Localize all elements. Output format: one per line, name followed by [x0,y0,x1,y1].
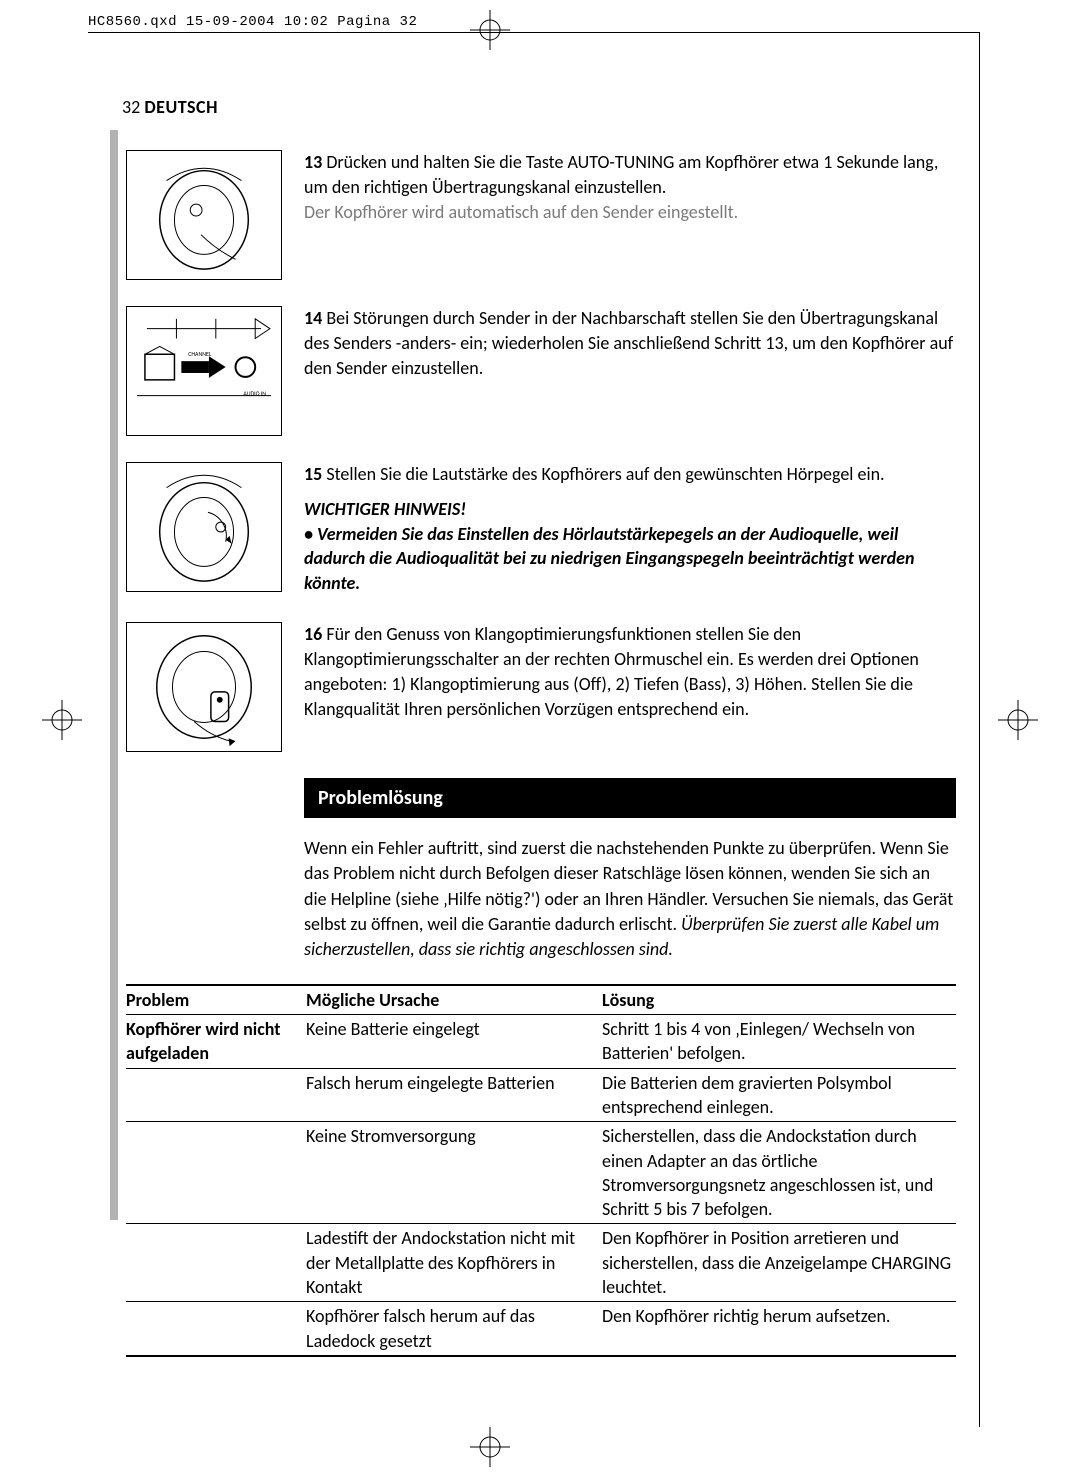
print-header: HC8560.qxd 15-09-2004 10:02 Pagina 32 [88,14,417,30]
step-body: Für den Genuss von Klangoptimierungsfunk… [304,623,919,719]
cell-problem: Kopfhörer wird nicht aufgeladen [126,1017,306,1066]
content-region: 13 Drücken und halten Sie die Taste AUTO… [126,150,956,1357]
section-title-bar: Problemlösung [304,778,956,818]
step-13-text: 13 Drücken und halten Sie die Taste AUTO… [304,150,956,224]
figure-headphone-tuning [126,150,282,280]
figure-headphone-sound-switch [126,622,282,752]
troubleshooting-intro: Wenn ein Fehler auftritt, sind zuerst di… [304,836,956,962]
cell-solution: Die Batterien dem gravierten Polsymbol e… [602,1071,956,1120]
step-note: Der Kopfhörer wird automatisch auf den S… [304,201,738,223]
registration-mark-right [998,700,1038,740]
table-row: Keine Stromversorgung Sicherstellen, das… [126,1122,956,1224]
svg-text:AUDIO IN: AUDIO IN [243,390,266,398]
important-body: • Vermeiden Sie das Einstellen des Hörla… [304,522,956,596]
table-row: Kopfhörer falsch herum auf das Ladedock … [126,1302,956,1357]
step-number: 16 [304,623,322,645]
table-row: Falsch herum eingelegte Batterien Die Ba… [126,1069,956,1123]
step-16-row: 16 Für den Genuss von Klangoptimierungsf… [126,622,956,752]
table-header-cause: Mögliche Ursache [306,989,602,1011]
cell-problem-empty [126,1124,306,1221]
step-13-row: 13 Drücken und halten Sie die Taste AUTO… [126,150,956,280]
cell-solution: Den Kopfhörer in Position arretieren und… [602,1226,956,1299]
cell-solution: Sicherstellen, dass die Andockstation du… [602,1124,956,1221]
table-row: Kopfhörer wird nicht aufgeladen Keine Ba… [126,1015,956,1069]
running-head: 32 DEUTSCH [122,96,218,118]
step-body: Bei Störungen durch Sender in der Nachba… [304,307,953,379]
step-15-text: 15 Stellen Sie die Lautstärke des Kopfhö… [304,462,956,596]
cell-solution: Den Kopfhörer richtig herum aufsetzen. [602,1304,956,1353]
important-heading: WICHTIGER HINWEIS! [304,497,956,522]
step-body: Stellen Sie die Lautstärke des Kopfhörer… [326,463,884,485]
registration-mark-bottom [470,1427,510,1467]
table-row: Ladestift der Andockstation nicht mit de… [126,1224,956,1302]
step-number: 15 [304,463,322,485]
cell-cause: Keine Stromversorgung [306,1124,602,1221]
cell-problem-empty [126,1304,306,1353]
step-16-text: 16 Für den Genuss von Klangoptimierungsf… [304,622,956,721]
step-14-text: 14 Bei Störungen durch Sender in der Nac… [304,306,956,380]
registration-mark-left [42,700,82,740]
cell-problem-empty [126,1071,306,1120]
page-number: 32 [122,96,140,118]
registration-mark-top [470,10,510,50]
crop-rule-right [979,32,980,1427]
accent-sidebar [110,130,118,1220]
cell-cause: Falsch herum eingelegte Batterien [306,1071,602,1120]
svg-text:CHANNEL: CHANNEL [188,350,212,358]
step-body: Drücken und halten Sie die Taste AUTO-TU… [304,151,938,198]
table-header-row: Problem Mögliche Ursache Lösung [126,984,956,1015]
cell-problem-empty [126,1226,306,1299]
crop-rule-top [88,32,980,33]
table-header-problem: Problem [126,989,306,1011]
step-number: 14 [304,307,322,329]
cell-cause: Keine Batterie eingelegt [306,1017,602,1066]
table-header-solution: Lösung [602,989,956,1011]
cell-cause: Kopfhörer falsch herum auf das Ladedock … [306,1304,602,1353]
step-14-row: CHANNEL AUDIO IN 14 Bei Störungen durch … [126,306,956,436]
cell-cause: Ladestift der Andockstation nicht mit de… [306,1226,602,1299]
figure-transmitter-channel: CHANNEL AUDIO IN [126,306,282,436]
step-15-row: 15 Stellen Sie die Lautstärke des Kopfhö… [126,462,956,596]
step-number: 13 [304,151,322,173]
troubleshooting-table: Problem Mögliche Ursache Lösung Kopfhöre… [126,984,956,1357]
figure-headphone-volume [126,462,282,592]
cell-solution: Schritt 1 bis 4 von ‚Einlegen/ Wechseln … [602,1017,956,1066]
page-language: DEUTSCH [144,96,218,118]
